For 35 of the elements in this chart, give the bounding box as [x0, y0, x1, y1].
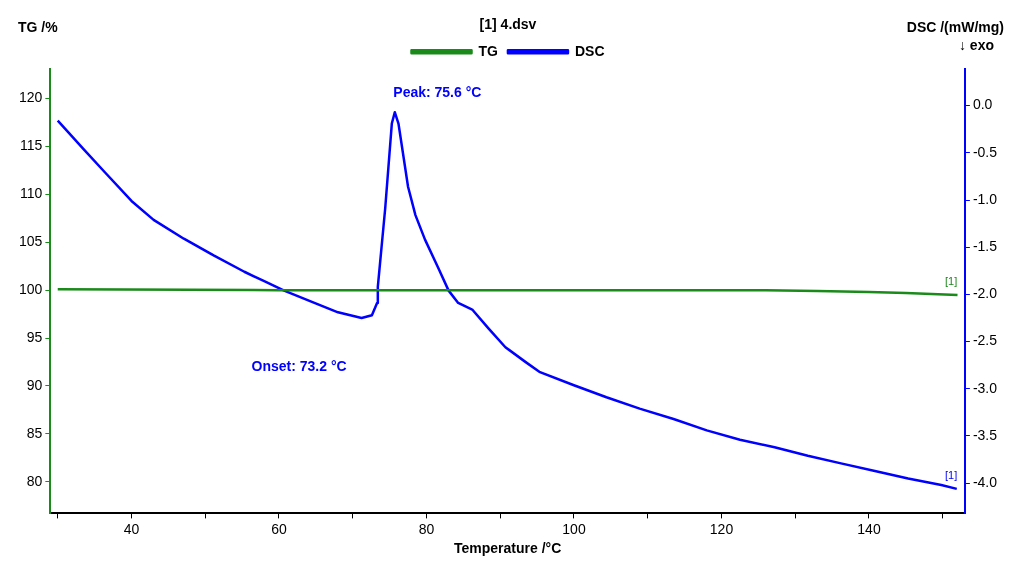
y2-tick-label: 0.0: [972, 96, 993, 113]
legend-label: TG: [478, 42, 499, 59]
y2-axis-title: DSC /(mW/mg): [906, 18, 1004, 35]
legend-label: DSC: [574, 42, 605, 59]
y2-tick-label: -2.0: [972, 285, 998, 302]
y2-tick-label: -3.5: [972, 426, 998, 443]
y-tick-label: 90: [26, 376, 43, 393]
x-tick-label: 80: [418, 520, 435, 537]
annotation: Peak: 75.6 °C: [393, 84, 482, 101]
x-tick-label: 140: [857, 520, 881, 537]
y2-tick-label: -1.5: [972, 238, 998, 255]
x-tick-label: 120: [709, 520, 734, 537]
y-tick-label: 95: [26, 328, 43, 345]
y-tick-label: 105: [19, 233, 43, 250]
y-tick-label: 100: [19, 281, 43, 297]
y2-tick-label: -2.5: [972, 332, 998, 349]
annotation: Onset: 73.2 °C: [251, 357, 347, 374]
x-tick-label: 40: [123, 520, 140, 537]
y2-tick-label: -3.0: [972, 379, 998, 396]
legend-title: [1] 4.dsv: [479, 15, 537, 32]
y-tick-label: 80: [26, 472, 43, 489]
y2-tick-label: -1.0: [972, 190, 998, 207]
y2-tick-label: -4.0: [972, 474, 998, 491]
annotation: [1]: [945, 275, 958, 288]
text: ↓ exo: [958, 36, 994, 53]
y-axis-title: TG /%: [18, 18, 59, 35]
x-tick-label: 60: [271, 520, 287, 537]
y2-tick-label: -0.5: [972, 143, 998, 160]
x-axis-title: Temperature /°C: [453, 540, 562, 557]
y-tick-label: 85: [26, 424, 43, 441]
y-tick-label: 110: [20, 185, 43, 202]
x-tick-label: 100: [562, 520, 586, 537]
y-tick-label: 115: [20, 137, 43, 154]
annotation: [1]: [945, 468, 958, 481]
y-tick-label: 120: [19, 89, 43, 106]
